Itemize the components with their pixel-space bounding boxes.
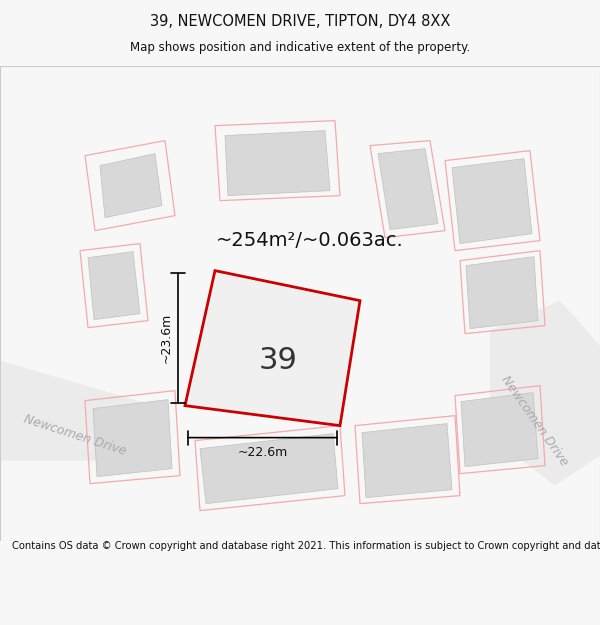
Text: 39, NEWCOMEN DRIVE, TIPTON, DY4 8XX: 39, NEWCOMEN DRIVE, TIPTON, DY4 8XX (150, 14, 450, 29)
Text: Contains OS data © Crown copyright and database right 2021. This information is : Contains OS data © Crown copyright and d… (12, 541, 600, 551)
Polygon shape (195, 331, 310, 421)
Polygon shape (378, 149, 438, 229)
Polygon shape (452, 159, 532, 244)
Polygon shape (100, 154, 162, 218)
Polygon shape (88, 252, 140, 319)
Text: ~254m²/~0.063ac.: ~254m²/~0.063ac. (216, 231, 404, 250)
Polygon shape (200, 434, 338, 504)
Polygon shape (466, 257, 538, 329)
Text: ~23.6m: ~23.6m (160, 313, 173, 363)
Polygon shape (362, 424, 452, 498)
Polygon shape (461, 392, 538, 467)
Polygon shape (0, 361, 170, 461)
Polygon shape (185, 271, 360, 426)
Text: Map shows position and indicative extent of the property.: Map shows position and indicative extent… (130, 41, 470, 54)
Text: ~22.6m: ~22.6m (238, 446, 287, 459)
Polygon shape (93, 399, 172, 477)
Polygon shape (490, 301, 600, 486)
Text: Newcomen Drive: Newcomen Drive (22, 413, 128, 458)
Text: 39: 39 (259, 346, 298, 375)
Text: Newcomen Drive: Newcomen Drive (499, 373, 571, 468)
Polygon shape (225, 131, 330, 196)
